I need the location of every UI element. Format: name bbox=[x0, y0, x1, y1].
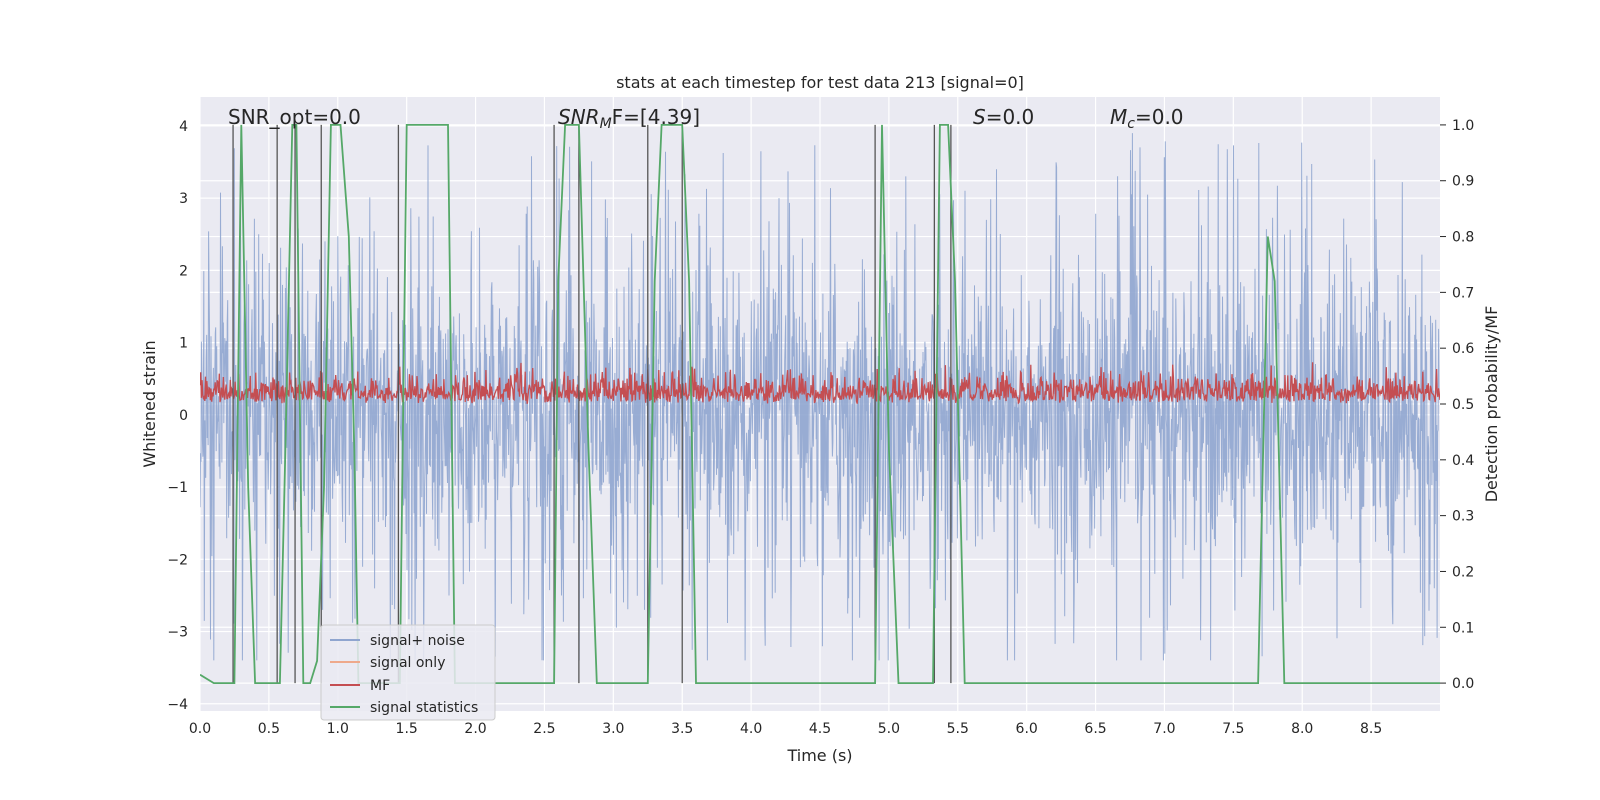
x-tick-label: 2.0 bbox=[464, 721, 486, 737]
y2-tick-label: 0.4 bbox=[1452, 453, 1474, 469]
annotation-mc-sub: c bbox=[1127, 116, 1135, 132]
annotation-snr-mf-sub: M bbox=[600, 116, 612, 132]
detection-lines bbox=[232, 124, 952, 684]
x-tick-label: 5.0 bbox=[878, 721, 900, 737]
y2-tick-label: 0.6 bbox=[1452, 341, 1474, 357]
y2-axis-ticks: 0.0 0.1 0.2 0.3 0.4 0.5 0.6 0.7 0.8 0.9 1.0 bbox=[1440, 118, 1474, 692]
y-tick-label: −2 bbox=[167, 552, 188, 568]
y2-tick-label: 0.8 bbox=[1452, 230, 1474, 246]
chart-title: stats at each timestep for test data 213… bbox=[616, 73, 1024, 92]
y-axis-ticks: −4 −3 −2 −1 0 1 2 3 4 bbox=[167, 119, 188, 713]
legend-label-signal-only: signal only bbox=[370, 655, 445, 671]
x-tick-label: 4.5 bbox=[809, 721, 831, 737]
x-tick-label: 6.5 bbox=[1084, 721, 1106, 737]
x-tick-label: 3.0 bbox=[602, 721, 624, 737]
y2-axis-label: Detection probability/MF bbox=[1482, 306, 1501, 503]
y-tick-label: −3 bbox=[167, 625, 188, 641]
annotation-snr-opt: SNR_opt=0.0 bbox=[228, 105, 361, 129]
legend: signal+ noise signal only MF signal stat… bbox=[320, 624, 496, 721]
annotation-snr-mf: SNRMF=[4.39] bbox=[558, 105, 700, 132]
x-tick-label: 3.5 bbox=[671, 721, 693, 737]
legend-label-mf: MF bbox=[370, 678, 390, 694]
x-tick-label: 8.0 bbox=[1291, 721, 1313, 737]
y-tick-label: −1 bbox=[167, 480, 188, 496]
x-tick-label: 2.5 bbox=[533, 721, 555, 737]
y-tick-label: 4 bbox=[179, 119, 188, 135]
y-tick-label: 1 bbox=[179, 336, 188, 352]
x-tick-label: 4.0 bbox=[740, 721, 762, 737]
annotation-mc: Mc=0.0 bbox=[1110, 105, 1184, 132]
x-tick-label: 7.5 bbox=[1222, 721, 1244, 737]
y-tick-label: 2 bbox=[179, 263, 188, 279]
annotation-snr-mf-main: SNR bbox=[558, 105, 600, 129]
x-tick-label: 7.0 bbox=[1153, 721, 1175, 737]
annotation-mc-rest: =0.0 bbox=[1135, 105, 1184, 129]
annotation-s-rest: =0.0 bbox=[986, 105, 1035, 129]
x-tick-label: 1.5 bbox=[396, 721, 418, 737]
annotation-s: S=0.0 bbox=[973, 105, 1034, 129]
x-tick-label: 1.0 bbox=[327, 721, 349, 737]
x-tick-label: 8.5 bbox=[1360, 721, 1382, 737]
annotation-s-main: S bbox=[973, 105, 986, 129]
series-mf bbox=[200, 362, 1440, 405]
legend-label-signal-statistics: signal statistics bbox=[370, 700, 478, 716]
legend-label-signal-noise: signal+ noise bbox=[370, 633, 465, 649]
y-tick-label: 3 bbox=[179, 191, 188, 207]
x-tick-label: 6.0 bbox=[1016, 721, 1038, 737]
x-axis-label: Time (s) bbox=[786, 746, 852, 765]
x-tick-label: 0.0 bbox=[189, 721, 211, 737]
annotation-snr-mf-rest: F=[4.39] bbox=[612, 105, 700, 129]
x-tick-label: 5.5 bbox=[947, 721, 969, 737]
y2-tick-label: 0.0 bbox=[1452, 676, 1474, 692]
y2-tick-label: 0.1 bbox=[1452, 620, 1474, 636]
series-signal-statistics bbox=[200, 124, 1440, 684]
x-axis-ticks: 0.0 0.5 1.0 1.5 2.0 2.5 3.0 3.5 4.0 4.5 5.0 5.5 6.0 6… bbox=[189, 721, 1382, 737]
series-signal-noise bbox=[200, 133, 1440, 661]
y-tick-label: −4 bbox=[167, 697, 188, 713]
y2-tick-label: 0.3 bbox=[1452, 509, 1474, 525]
y2-tick-label: 0.5 bbox=[1452, 397, 1474, 413]
y2-tick-label: 0.7 bbox=[1452, 285, 1474, 301]
y2-tick-label: 1.0 bbox=[1452, 118, 1474, 134]
x-tick-label: 0.5 bbox=[258, 721, 280, 737]
legend-box bbox=[320, 624, 496, 721]
y2-tick-label: 0.2 bbox=[1452, 564, 1474, 580]
y-tick-label: 0 bbox=[179, 408, 188, 424]
y-axis-label: Whitened strain bbox=[140, 340, 159, 467]
y2-tick-label: 0.9 bbox=[1452, 174, 1474, 190]
annotation-mc-main: M bbox=[1110, 105, 1127, 129]
